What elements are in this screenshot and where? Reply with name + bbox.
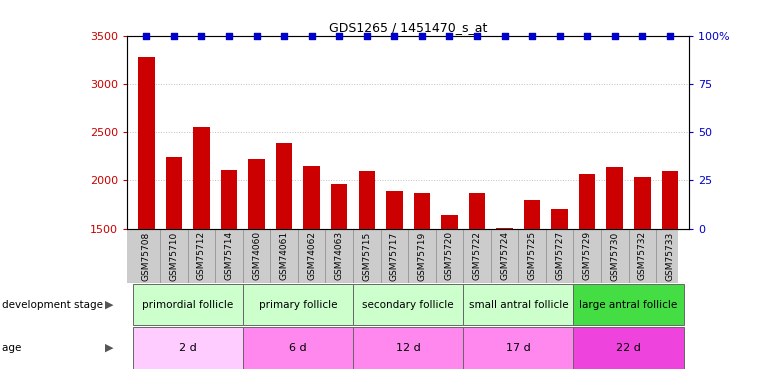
Point — [278, 33, 290, 39]
Text: secondary follicle: secondary follicle — [363, 300, 454, 310]
Text: 2 d: 2 d — [179, 343, 196, 353]
Text: GSM75717: GSM75717 — [390, 231, 399, 280]
Bar — [386, 191, 403, 374]
Text: GSM75733: GSM75733 — [665, 231, 675, 280]
Point — [360, 33, 373, 39]
Bar — [574, 327, 684, 369]
Text: age: age — [2, 343, 24, 353]
Text: GSM75714: GSM75714 — [225, 231, 233, 280]
Text: GSM74061: GSM74061 — [280, 231, 289, 280]
Bar — [464, 284, 574, 326]
Bar — [276, 143, 293, 374]
Point — [608, 33, 621, 39]
Point — [444, 33, 456, 39]
Text: 12 d: 12 d — [396, 343, 420, 353]
Point — [196, 33, 208, 39]
Text: GSM74060: GSM74060 — [252, 231, 261, 280]
Bar — [166, 157, 182, 374]
Bar — [524, 200, 541, 374]
Text: 6 d: 6 d — [289, 343, 306, 353]
Text: primary follicle: primary follicle — [259, 300, 337, 310]
Point — [526, 33, 538, 39]
Point — [306, 33, 318, 39]
Text: ▶: ▶ — [105, 300, 114, 310]
Bar — [661, 171, 678, 374]
Point — [636, 33, 648, 39]
Text: GSM75732: GSM75732 — [638, 231, 647, 280]
Point — [554, 33, 566, 39]
Text: GSM75720: GSM75720 — [445, 231, 454, 280]
Bar — [634, 177, 651, 374]
Text: small antral follicle: small antral follicle — [468, 300, 568, 310]
Bar — [248, 159, 265, 374]
Bar — [353, 327, 464, 369]
Text: primordial follicle: primordial follicle — [142, 300, 233, 310]
Point — [333, 33, 346, 39]
Text: GSM74062: GSM74062 — [307, 231, 316, 280]
Point — [388, 33, 400, 39]
Bar — [551, 209, 568, 374]
Bar — [132, 284, 243, 326]
Bar — [607, 167, 623, 374]
Text: GSM75719: GSM75719 — [417, 231, 427, 280]
Bar — [464, 327, 574, 369]
Point — [223, 33, 235, 39]
Bar — [303, 166, 320, 374]
Text: 22 d: 22 d — [616, 343, 641, 353]
Text: GSM75730: GSM75730 — [611, 231, 619, 280]
Point — [250, 33, 263, 39]
Point — [498, 33, 511, 39]
Point — [664, 33, 676, 39]
Bar — [243, 327, 353, 369]
Text: GSM75712: GSM75712 — [197, 231, 206, 280]
Text: GSM74063: GSM74063 — [335, 231, 343, 280]
Text: large antral follicle: large antral follicle — [579, 300, 678, 310]
Text: GSM75710: GSM75710 — [169, 231, 179, 280]
Bar — [132, 327, 243, 369]
Bar — [221, 170, 237, 374]
Text: GSM75729: GSM75729 — [583, 231, 591, 280]
Bar — [193, 128, 209, 374]
Bar — [359, 171, 375, 374]
Text: GSM75725: GSM75725 — [527, 231, 537, 280]
Bar — [497, 228, 513, 374]
Point — [140, 33, 152, 39]
Bar — [441, 215, 457, 374]
Text: development stage: development stage — [2, 300, 105, 310]
Text: 17 d: 17 d — [506, 343, 531, 353]
Bar — [469, 193, 485, 374]
Text: GSM75724: GSM75724 — [500, 231, 509, 280]
Bar — [579, 174, 595, 374]
Point — [470, 33, 483, 39]
Bar — [413, 193, 430, 374]
Text: GSM75708: GSM75708 — [142, 231, 151, 280]
Point — [581, 33, 594, 39]
Bar — [138, 57, 155, 374]
Bar — [331, 184, 347, 374]
Bar — [574, 284, 684, 326]
Title: GDS1265 / 1451470_s_at: GDS1265 / 1451470_s_at — [329, 21, 487, 34]
Bar — [243, 284, 353, 326]
Bar — [353, 284, 464, 326]
Point — [416, 33, 428, 39]
Text: GSM75727: GSM75727 — [555, 231, 564, 280]
Text: GSM75715: GSM75715 — [362, 231, 371, 280]
Text: GSM75722: GSM75722 — [473, 231, 481, 280]
Text: ▶: ▶ — [105, 343, 114, 353]
Point — [168, 33, 180, 39]
